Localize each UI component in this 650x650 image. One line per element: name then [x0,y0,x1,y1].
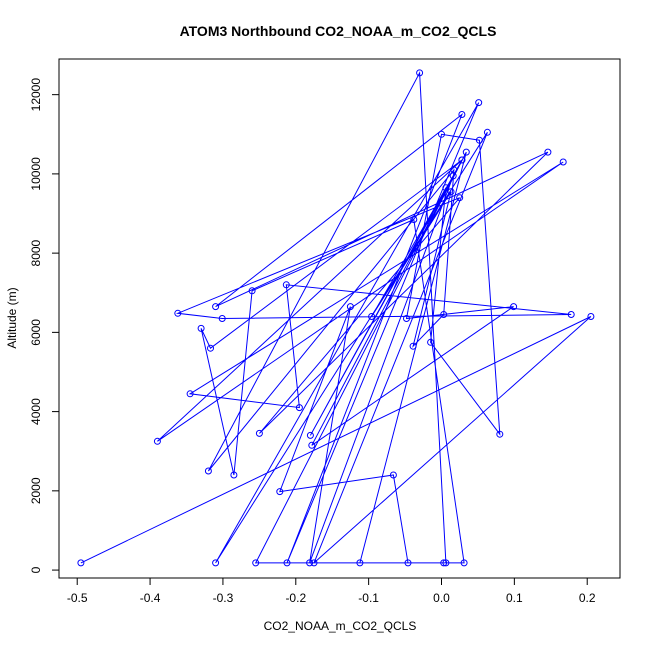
data-point [510,303,518,311]
data-point [252,559,260,567]
y-tick-label: 12000 [29,78,43,112]
data-point [283,559,291,567]
data-point [458,111,466,118]
data-point [306,559,314,567]
series-points [77,69,595,567]
data-point [475,99,483,107]
y-tick-label: 2000 [29,477,43,504]
data-point [409,342,417,350]
data-point [212,559,220,567]
data-point [255,429,263,437]
y-tick-label: 10000 [29,157,43,191]
x-tick-label: -0.3 [213,591,234,605]
data-point [282,281,290,289]
data-point [587,313,595,320]
data-point [230,471,238,479]
data-point [456,194,464,202]
data-point [218,315,226,322]
data-point [389,471,397,479]
x-tick-label: 0.2 [579,591,596,605]
data-point [416,69,424,77]
x-tick-label: 0.1 [506,591,523,605]
data-point [450,166,458,174]
x-axis-label: CO2_NOAA_m_CO2_QCLS [264,619,417,633]
data-point [295,404,303,412]
data-point [248,287,256,295]
series-lines [80,71,592,564]
x-tick-label: -0.4 [140,591,161,605]
y-tick-label: 8000 [29,239,43,266]
data-point [153,437,161,445]
data-point [403,315,410,322]
data-point [458,156,466,164]
data-point [447,188,455,196]
data-point [460,559,468,567]
chart-title: ATOM3 Northbound CO2_NOAA_m_CO2_QCLS [180,23,497,39]
y-tick-label: 4000 [29,398,43,425]
data-point [462,148,470,156]
data-point [174,309,182,317]
y-axis: 0 2000 4000 6000 8000 10000 12000 [29,78,60,573]
x-tick-label: -0.1 [358,591,379,605]
x-tick-label: 0.0 [433,591,450,605]
data-point [442,559,450,567]
data-point [567,311,575,318]
y-tick-label: 0 [29,566,43,573]
data-point [410,216,418,223]
data-point [440,559,448,567]
data-point [559,158,567,166]
data-point [276,488,284,496]
data-point [186,390,194,398]
data-point [77,559,85,567]
data-point [404,559,412,567]
data-point [496,430,504,438]
data-point [483,128,491,136]
data-point [308,441,316,449]
data-point [442,184,450,192]
y-axis-label: Altitude (m) [5,287,19,348]
data-point [306,431,314,439]
x-tick-label: -0.5 [67,591,88,605]
data-point [440,311,448,318]
x-tick-label: -0.2 [285,591,306,605]
data-point [346,303,354,311]
data-point [438,130,445,138]
data-point [212,303,220,311]
data-point [368,313,376,320]
data-point [475,136,483,144]
data-point [204,467,212,475]
data-point [310,559,318,567]
data-point [207,344,214,352]
data-point [544,148,552,156]
data-point [356,559,364,567]
x-axis: -0.5 -0.4 -0.3 -0.2 -0.1 0.0 0.1 0.2 [67,577,596,605]
data-point [427,338,435,346]
series-line [80,71,592,564]
data-point [197,324,205,332]
y-tick-label: 6000 [29,319,43,346]
